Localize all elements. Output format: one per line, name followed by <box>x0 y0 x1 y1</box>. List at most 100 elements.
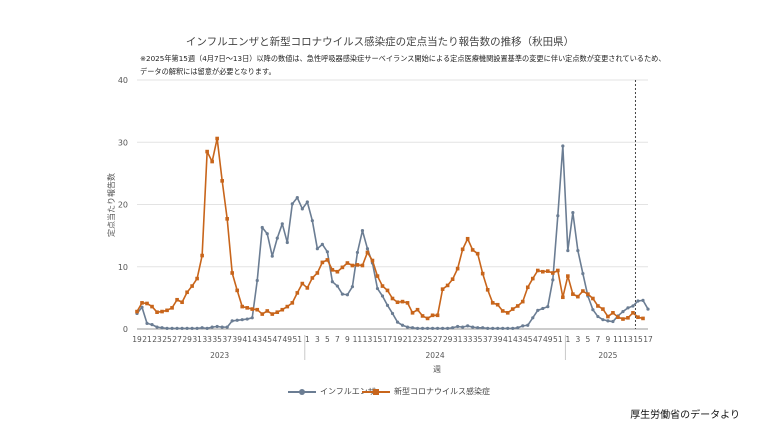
influenza-point <box>566 248 570 253</box>
covid-point <box>586 292 590 296</box>
y-tick-label: 40 <box>118 76 128 85</box>
x-tick-label: 31 <box>192 335 202 344</box>
influenza-point <box>265 232 269 236</box>
covid-point <box>190 284 194 288</box>
covid-point <box>435 313 440 318</box>
covid-point <box>350 263 355 268</box>
influenza-point <box>240 318 244 322</box>
chart-note-line-2: データの解釈には留意が必要となります。 <box>140 67 276 76</box>
y-tick-label: 20 <box>118 201 128 210</box>
influenza-point <box>486 326 490 330</box>
influenza-point <box>230 319 234 323</box>
covid-point <box>581 289 585 293</box>
x-tick-label: 11 <box>353 335 363 344</box>
covid-point <box>395 300 400 305</box>
x-tick-label: 5 <box>585 335 590 344</box>
influenza-point <box>476 326 480 330</box>
influenza-point <box>220 325 224 329</box>
covid-point <box>265 309 270 313</box>
covid-point <box>340 265 345 270</box>
y-tick-label: 0 <box>123 325 128 334</box>
covid-point <box>470 248 475 252</box>
influenza-point <box>601 318 605 322</box>
x-tick-label: 27 <box>172 335 182 344</box>
influenza-point <box>410 326 415 330</box>
covid-point <box>380 284 385 288</box>
covid-point <box>556 268 560 273</box>
covid-point <box>505 311 510 315</box>
covid-point <box>535 268 540 273</box>
legend-item-covid: 新型コロナウイルス感染症 <box>362 386 490 397</box>
covid-point <box>510 307 515 311</box>
influenza-point <box>310 219 314 223</box>
influenza-point <box>295 196 299 200</box>
x-tick-label: 1 <box>565 335 570 344</box>
covid-point <box>295 291 300 295</box>
covid-point <box>405 301 410 305</box>
influenza-point <box>456 324 460 329</box>
influenza-point <box>531 316 535 320</box>
influenza-point <box>325 250 329 254</box>
x-tick-label: 49 <box>543 335 553 344</box>
influenza-point <box>190 326 194 330</box>
x-tick-label: 7 <box>596 335 601 344</box>
covid-point <box>566 274 570 278</box>
influenza-point <box>636 299 640 303</box>
x-tick-label: 3 <box>315 335 320 344</box>
influenza-point <box>541 306 545 311</box>
influenza-point <box>170 326 174 330</box>
influenza-point <box>591 308 595 312</box>
covid-point <box>280 307 285 312</box>
covid-point <box>485 287 490 292</box>
x-tick-label: 51 <box>293 335 303 344</box>
covid-point <box>621 317 625 321</box>
influenza-point <box>451 326 455 330</box>
influenza-point <box>435 326 440 330</box>
influenza-point <box>355 250 360 255</box>
covid-point <box>185 290 189 295</box>
influenza-point <box>340 292 345 296</box>
influenza-point <box>606 319 610 323</box>
influenza-point <box>140 305 144 309</box>
influenza-point <box>425 326 430 330</box>
influenza-point <box>526 323 530 327</box>
covid-point <box>245 306 250 310</box>
x-tick-label: 23 <box>152 335 162 344</box>
covid-point <box>551 271 555 275</box>
x-tick-label: 15 <box>373 335 383 344</box>
covid-point <box>430 313 435 318</box>
x-tick-label: 45 <box>523 335 533 344</box>
influenza-point <box>375 286 380 291</box>
x-tick-label: 47 <box>533 335 543 344</box>
influenza-point <box>405 325 410 329</box>
covid-point <box>465 236 470 241</box>
influenza-point <box>641 298 645 302</box>
covid-point <box>626 315 630 320</box>
influenza-point <box>260 225 264 230</box>
x-tick-label: 37 <box>222 335 232 344</box>
influenza-point <box>446 326 450 330</box>
influenza-point <box>155 325 159 329</box>
x-tick-label: 33 <box>202 335 212 344</box>
influenza-point <box>145 321 149 325</box>
influenza-point <box>611 319 615 324</box>
influenza-point <box>400 323 405 327</box>
covid-point <box>520 299 525 304</box>
x-tick-label: 1 <box>305 335 310 344</box>
covid-point <box>636 315 640 319</box>
x-tick-label: 13 <box>623 335 633 344</box>
influenza-point <box>225 325 229 329</box>
legend-swatch-influenza <box>288 388 316 396</box>
x-tick-label: 23 <box>413 335 423 344</box>
covid-point <box>270 312 275 316</box>
covid-point <box>576 294 580 299</box>
covid-point <box>495 302 500 307</box>
covid-point <box>195 276 199 281</box>
covid-point <box>310 276 315 280</box>
influenza-point <box>415 326 420 330</box>
x-tick-label: 9 <box>345 335 350 344</box>
covid-point <box>410 311 415 315</box>
covid-point <box>390 296 395 301</box>
influenza-point <box>626 306 630 310</box>
influenza-point <box>290 202 294 206</box>
